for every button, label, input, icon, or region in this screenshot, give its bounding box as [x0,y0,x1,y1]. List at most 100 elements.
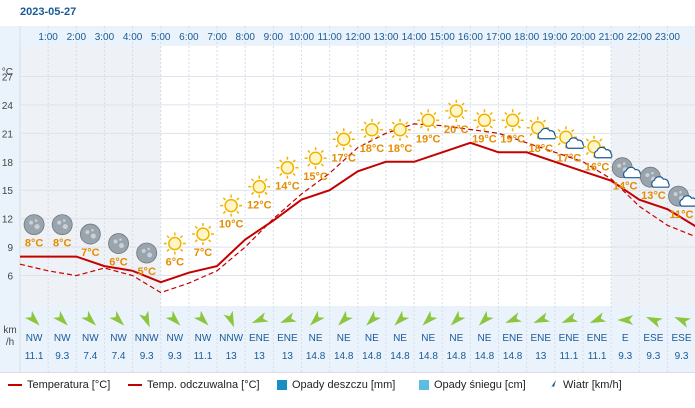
wind-arrow-icon [646,316,663,328]
sun-ray [599,138,603,142]
wind-speed: 14.8 [306,351,326,362]
moon-crater [91,228,94,232]
sun-icon [220,194,243,217]
sun-disc [505,113,520,128]
sun-ray [320,163,324,167]
sun-ray [222,197,226,201]
sun-ray [489,111,493,116]
wind-arrow-shape [223,310,235,328]
wind-arrow-shape [674,316,691,328]
moon-crater [34,224,40,230]
y-tick-label: 21 [2,129,14,140]
wind-arrow-shape [309,310,325,326]
hour-label: 20:00 [570,32,595,43]
wind-arrow-shape [533,312,551,323]
wind-arrow-icon [139,310,150,328]
sun-disc [168,236,182,251]
hour-label: 22:00 [627,32,652,43]
hour-label: 10:00 [289,32,314,43]
temperature-label: 17°C [331,152,356,164]
sun-ray [208,225,212,229]
sun-ray [448,115,452,120]
temperature-label: 14°C [613,181,638,193]
hour-label: 15:00 [430,32,455,43]
moon-crater [113,239,118,244]
temperature-label: 14°C [275,181,300,193]
sun-disc [252,179,267,194]
sun-disc [393,123,407,137]
legend-wind: Wiatr [km/h] [546,379,622,391]
sun-ray [179,235,184,239]
temperature-label: 18°C [528,143,553,155]
y-axis-gutter [0,26,20,372]
wind-arrow-icon [674,316,691,328]
moon-cloud-icon [639,166,670,188]
wind-direction: ENE [530,333,551,344]
wind-speed: 14.8 [475,351,495,362]
night-band [76,46,105,306]
legend-wind-label: Wiatr [km/h] [563,379,622,391]
sun-ray [194,225,198,229]
wind-arrow-shape [505,312,522,323]
sun-ray [476,111,480,116]
moon-cloud-icon [668,185,695,207]
sun-ray [307,163,311,167]
wind-arrow-shape [338,310,353,326]
sun-icon [417,109,440,132]
wind-unit-label: /h [6,337,14,348]
wind-direction: NE [449,333,463,344]
sun-icon [248,175,271,198]
moon-disc [23,214,45,235]
hour-label: 19:00 [542,32,567,43]
sun-ray [557,142,561,146]
wind-direction: E [622,333,629,344]
y-tick-label: 6 [7,272,13,283]
wind-arrow-shape [589,312,607,323]
wind-direction: NW [26,333,43,344]
moon-crater [90,233,96,239]
cloud-shape [651,176,670,188]
sun-icon [276,156,299,179]
y-tick-label: 9 [7,243,13,254]
sun-ray [377,134,381,139]
sun-ray [335,144,339,148]
wind-arrow-icon [309,310,325,326]
wind-speed: 7.4 [112,351,126,362]
wind-arrow-shape [24,310,40,326]
wind-arrow-icon [589,312,607,323]
sun-ray [279,172,283,177]
hour-label: 5:00 [151,32,171,43]
sun-ray [166,248,170,252]
sun-ray [236,197,240,201]
temperature-label: 19°C [500,133,525,145]
sun-ray [363,121,367,125]
hour-label: 21:00 [599,32,624,43]
y-tick-label: 27 [2,72,14,83]
moon-crater [651,171,654,175]
wind-arrow-shape [165,310,181,326]
sun-ray [517,111,521,116]
wind-arrow-shape [394,310,410,326]
wind-direction: NE [365,333,379,344]
wind-direction: ENE [587,333,608,344]
sun-icon [163,232,186,255]
wind-speed: 13 [535,351,547,362]
temperature-label: 7°C [194,247,213,259]
sun-ray [448,102,452,106]
moon-crater [119,238,122,241]
sun-ray [194,239,198,243]
temperature-label: 8°C [25,238,44,250]
sun-icon [191,223,214,246]
wind-direction: NE [421,333,435,344]
wind-arrow-shape [139,310,150,328]
sun-disc [421,113,435,128]
sun-icon [445,99,468,122]
hour-label: 23:00 [655,32,680,43]
legend-temp: Temperatura [°C] [8,379,110,391]
sun-disc [308,151,323,165]
wind-speed: 7.4 [83,351,97,362]
cloud-shape [565,137,585,149]
moon-crater [119,243,125,249]
sun-ray [348,130,353,135]
legend-rain-swatch [277,380,287,390]
